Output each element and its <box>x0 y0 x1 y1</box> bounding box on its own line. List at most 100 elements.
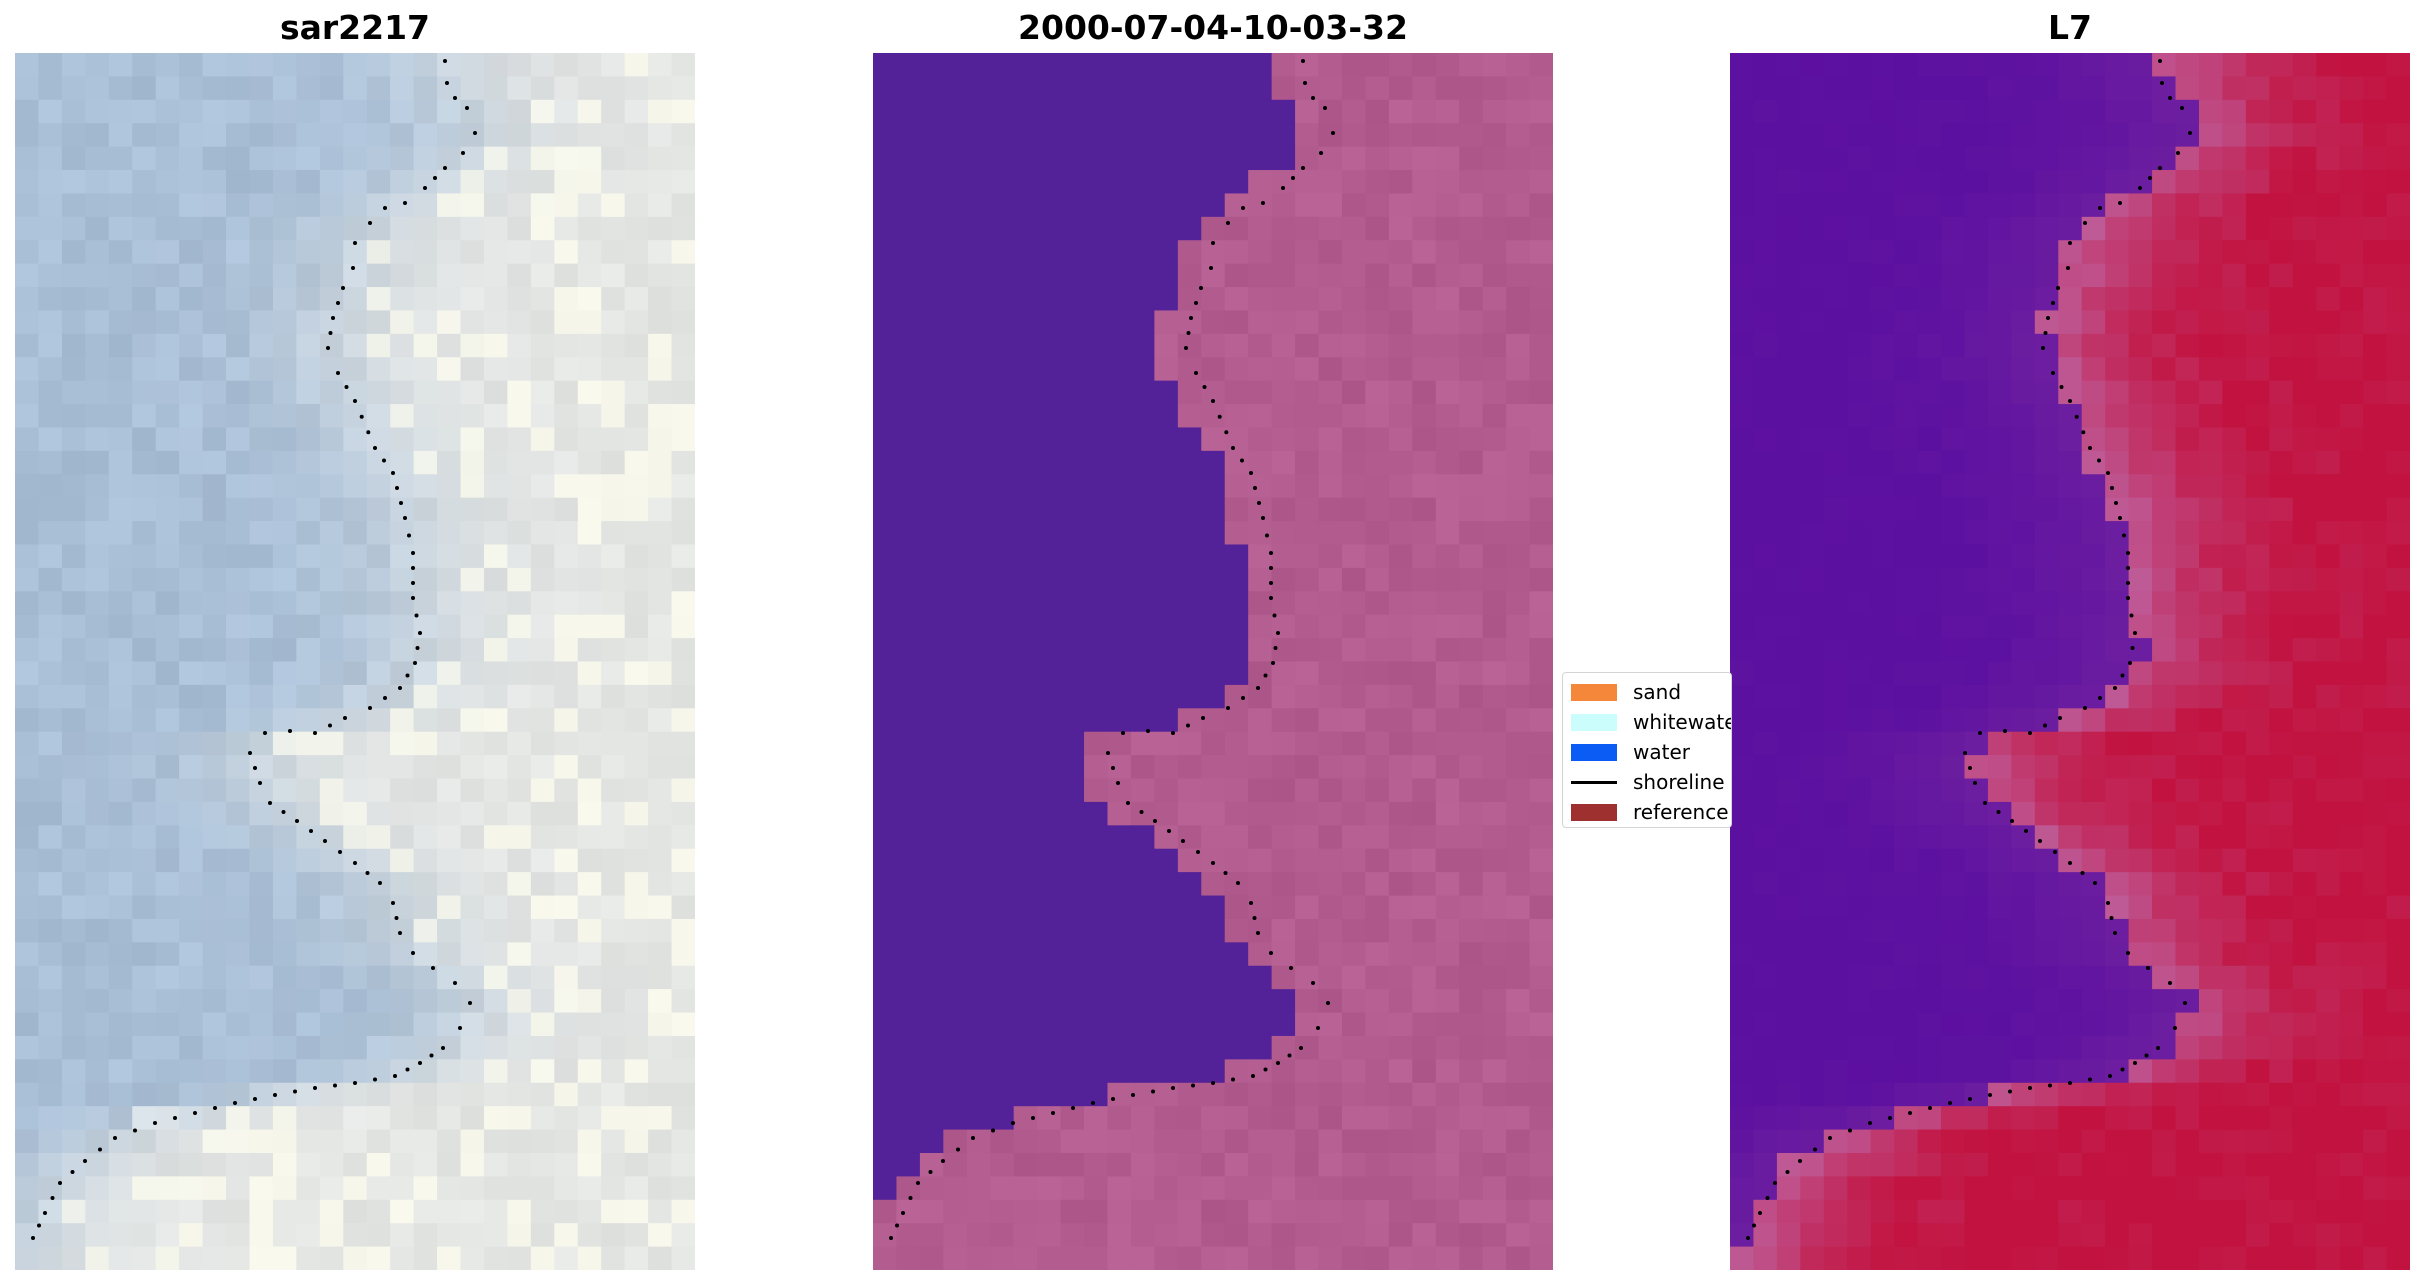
shoreline-point <box>393 1074 397 1078</box>
shoreline-point <box>383 206 387 210</box>
shoreline-point <box>37 1223 41 1228</box>
shoreline-point <box>1287 1053 1292 1058</box>
shoreline-point <box>1261 201 1265 205</box>
shoreline-point <box>323 839 327 843</box>
shoreline-point <box>443 166 447 170</box>
shoreline-point <box>398 931 402 935</box>
shoreline-point <box>405 673 410 678</box>
shoreline-point <box>373 446 377 450</box>
shoreline-point <box>1106 751 1110 755</box>
index-image-panel <box>1730 53 2410 1270</box>
shoreline-point <box>1813 1147 1817 1152</box>
shoreline-point <box>941 1159 945 1163</box>
shoreline-point <box>2053 850 2057 854</box>
shoreline-point <box>328 723 332 728</box>
shoreline-point <box>1194 371 1198 375</box>
shoreline-point <box>2176 151 2180 155</box>
shoreline-point <box>1186 331 1191 335</box>
shoreline-point <box>341 286 345 290</box>
shoreline-point <box>288 729 292 733</box>
shoreline-point <box>2120 673 2125 678</box>
shoreline-point <box>31 1236 35 1240</box>
shoreline-point <box>2051 301 2055 305</box>
shoreline-point <box>2148 176 2152 180</box>
shoreline-point <box>1071 1106 1075 1110</box>
shoreline-point <box>1241 206 1245 210</box>
shoreline-point <box>1151 1089 1155 1094</box>
shoreline-point <box>1146 729 1150 733</box>
shoreline-point <box>2056 286 2060 290</box>
shoreline-point <box>2010 819 2014 823</box>
shoreline-point <box>1051 1111 1055 1115</box>
shoreline-dots <box>31 59 477 1240</box>
classified-pixels <box>873 53 1553 1270</box>
shoreline-point <box>133 1128 137 1133</box>
shoreline-point <box>1978 731 1982 735</box>
legend-label-shoreline: shoreline <box>1633 770 1725 794</box>
panel-title-rgb: sar2217 <box>279 8 431 47</box>
shoreline-point <box>1236 881 1240 885</box>
legend-swatch-water <box>1571 743 1617 761</box>
shoreline-point <box>1988 1093 1992 1097</box>
shoreline-point <box>1231 446 1235 450</box>
index-image <box>1730 53 2410 1270</box>
shoreline-point <box>113 1136 117 1140</box>
shoreline-point <box>2128 661 2132 665</box>
shoreline-point <box>445 81 449 85</box>
shoreline-point <box>2183 1001 2187 1005</box>
shoreline-point <box>2106 471 2110 475</box>
shoreline-point <box>2059 385 2064 389</box>
shoreline-point <box>366 430 371 435</box>
shoreline-point <box>248 751 252 755</box>
shoreline-point <box>1868 1121 1872 1125</box>
shoreline-point <box>1301 59 1305 63</box>
shoreline-point <box>1265 533 1269 538</box>
shoreline-point <box>153 1121 157 1125</box>
shoreline-point <box>1269 551 1273 555</box>
shoreline-point <box>2074 414 2079 419</box>
legend: sand whitewater water shoreline referenc… <box>1562 672 1732 828</box>
shoreline-point <box>1184 346 1188 350</box>
shoreline-point <box>281 810 286 814</box>
shoreline-point <box>423 186 427 190</box>
legend-item-water: water <box>1571 739 1690 765</box>
shoreline-point <box>1211 1081 1215 1085</box>
shoreline-point <box>1231 1077 1235 1082</box>
shoreline-point <box>70 1170 75 1174</box>
rgb-image-panel <box>15 53 695 1270</box>
shoreline-point <box>1948 1101 1952 1105</box>
shoreline-point <box>293 1089 297 1094</box>
shoreline-point <box>2068 861 2072 865</box>
shoreline-point <box>405 1067 410 1072</box>
shoreline-point <box>50 1196 55 1200</box>
shoreline-point <box>2028 1086 2032 1090</box>
shoreline-point <box>2158 166 2162 170</box>
shoreline-point <box>413 661 417 665</box>
shoreline-point <box>373 1077 377 1082</box>
shoreline-point <box>2126 566 2130 570</box>
shoreline-point <box>1752 1223 1756 1228</box>
shoreline-point <box>403 516 407 520</box>
shoreline-point <box>2173 1026 2177 1030</box>
shoreline-point <box>1968 766 1972 770</box>
shoreline-point <box>889 1236 893 1240</box>
shoreline-point <box>453 981 457 985</box>
shoreline-point <box>98 1147 102 1152</box>
shoreline-point <box>1139 810 1144 814</box>
shoreline-point <box>2003 729 2007 733</box>
shoreline-point <box>2068 1081 2072 1085</box>
shoreline-point <box>1171 731 1175 735</box>
shoreline-point <box>1269 581 1273 585</box>
shoreline-point <box>1240 458 1244 463</box>
shoreline-point <box>1194 301 1198 305</box>
shoreline-point <box>1121 731 1125 735</box>
shoreline-point <box>1126 801 1130 805</box>
shoreline-point <box>895 1223 899 1228</box>
shoreline-point <box>391 471 395 475</box>
shoreline-point <box>295 819 299 823</box>
shoreline-point <box>193 1111 197 1115</box>
shoreline-point <box>1186 723 1190 728</box>
legend-item-whitewater: whitewater <box>1571 709 1731 735</box>
shoreline-point <box>1303 81 1307 85</box>
shoreline-point <box>83 1159 87 1163</box>
